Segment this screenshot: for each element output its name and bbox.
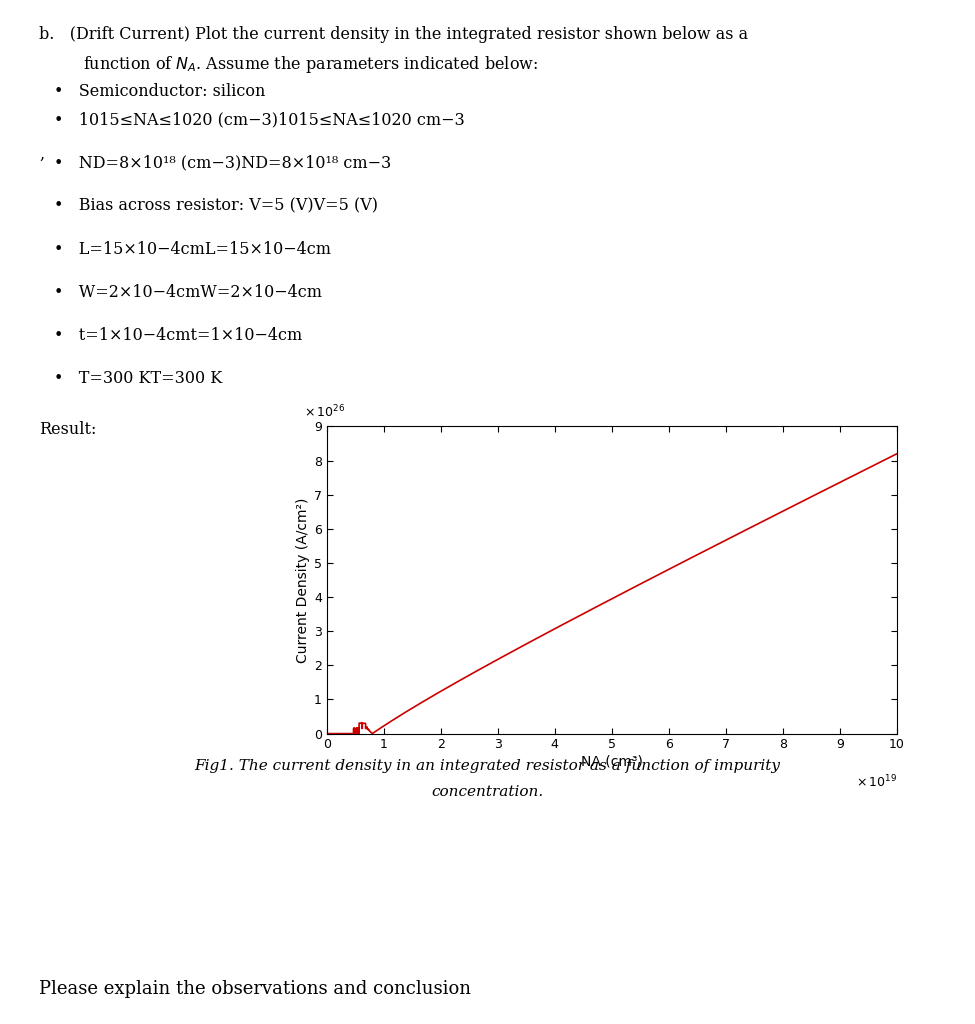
Text: Fig1. The current density in an integrated resistor as a function of impurity: Fig1. The current density in an integrat… — [194, 759, 781, 773]
Text: Please explain the observations and conclusion: Please explain the observations and conc… — [39, 980, 471, 998]
Text: •   Semiconductor: silicon: • Semiconductor: silicon — [54, 83, 265, 100]
Text: ,: , — [39, 146, 44, 163]
Y-axis label: Current Density (A/cm²): Current Density (A/cm²) — [295, 498, 310, 663]
Text: $\times\,10^{19}$: $\times\,10^{19}$ — [856, 773, 897, 791]
Text: •   ND=8×10¹⁸ (cm−3)ND=8×10¹⁸ cm−3: • ND=8×10¹⁸ (cm−3)ND=8×10¹⁸ cm−3 — [54, 155, 391, 172]
Text: •   t=1×10−4cmt=1×10−4cm: • t=1×10−4cmt=1×10−4cm — [54, 327, 302, 344]
Text: concentration.: concentration. — [431, 784, 544, 799]
Text: •   1015≤NA≤1020 (cm−3)1015≤NA≤1020 cm−3: • 1015≤NA≤1020 (cm−3)1015≤NA≤1020 cm−3 — [54, 112, 464, 129]
Text: •   Bias across resistor: V=5 (V)V=5 (V): • Bias across resistor: V=5 (V)V=5 (V) — [54, 198, 377, 215]
Text: $\times\,10^{26}$: $\times\,10^{26}$ — [304, 403, 345, 420]
Text: Result:: Result: — [39, 421, 97, 438]
Text: •   T=300 KT=300 K: • T=300 KT=300 K — [54, 370, 222, 387]
Text: b.   (Drift Current) Plot the current density in the integrated resistor shown b: b. (Drift Current) Plot the current dens… — [39, 26, 748, 43]
Text: •   W=2×10−4cmW=2×10−4cm: • W=2×10−4cmW=2×10−4cm — [54, 284, 322, 301]
Text: •   L=15×10−4cmL=15×10−4cm: • L=15×10−4cmL=15×10−4cm — [54, 241, 331, 258]
X-axis label: NA (cm³): NA (cm³) — [581, 755, 643, 768]
Text: function of $N_A$. Assume the parameters indicated below:: function of $N_A$. Assume the parameters… — [83, 54, 538, 76]
